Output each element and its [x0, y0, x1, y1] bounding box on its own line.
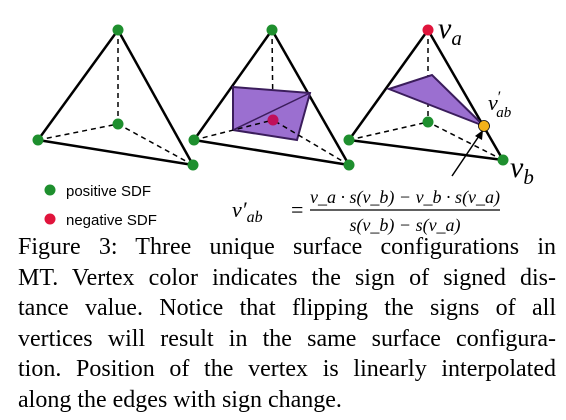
formula-numerator: v_a · s(v_b) − v_b · s(v_a): [310, 187, 500, 208]
interpolated-vertex: [478, 120, 490, 132]
caption-line: Figure 3: Three unique surface configura…: [18, 234, 556, 260]
arrow-head: [475, 130, 483, 140]
positive-legend-label: positive SDF: [66, 183, 151, 200]
negative-legend-label: negative SDF: [66, 212, 157, 229]
pointer-arrow: [451, 135, 480, 177]
positive-vertex: [266, 24, 278, 36]
positive-vertex: [188, 134, 200, 146]
positive-vertex-vb: [497, 154, 509, 166]
positive-vertex: [422, 116, 434, 128]
figure-caption: Figure 3: Three unique surface configura…: [18, 232, 556, 415]
formula-equals: =: [291, 197, 303, 222]
label-vb: vb: [510, 151, 534, 189]
tetrahedron-1: [32, 24, 199, 171]
interpolation-formula: v′ab = v_a · s(v_b) − v_b · s(v_a) s(v_b…: [232, 187, 500, 236]
negative-vertex-va: [422, 24, 434, 36]
tetrahedron-2: [188, 24, 355, 171]
label-vab: v′ ab: [488, 89, 512, 121]
caption-line: along the edges with sign change.: [18, 386, 342, 413]
mt-configurations-figure: va vb v′ ab positive SDF negative SDF v′a…: [32, 12, 534, 236]
label-va: va: [438, 12, 462, 50]
positive-vertex: [187, 159, 199, 171]
negative-vertex: [267, 114, 279, 126]
legend: positive SDF negative SDF: [44, 183, 157, 229]
negative-legend-dot: [44, 213, 56, 225]
caption-line: tance value. Notice that flipping the si…: [18, 295, 556, 321]
positive-vertex: [343, 159, 355, 171]
surface-triangle: [386, 73, 485, 127]
positive-vertex: [32, 134, 44, 146]
positive-legend-dot: [44, 184, 56, 196]
surface-quad: [232, 85, 312, 142]
positive-vertex: [112, 24, 124, 36]
formula-denominator: s(v_b) − s(v_a): [349, 215, 460, 236]
formula-lhs: v′ab: [232, 197, 263, 226]
caption-line: vertices will result in the same surface…: [18, 325, 556, 352]
tetrahedron-3: va vb v′ ab: [343, 12, 534, 189]
positive-vertex: [343, 134, 355, 146]
positive-vertex: [112, 118, 124, 130]
caption-line: tion. Position of the vertex is linearly…: [18, 356, 556, 382]
caption-line: MT. Vertex color indicates the sign of s…: [18, 264, 556, 291]
